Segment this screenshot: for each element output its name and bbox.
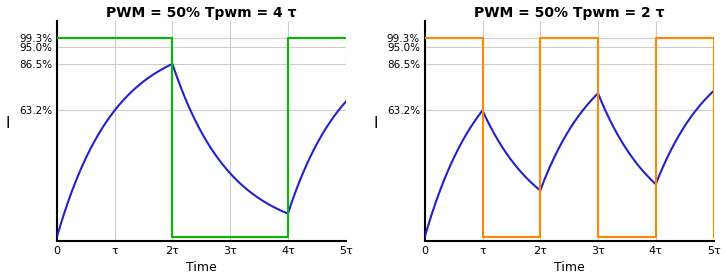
- Title: PWM = 50% Tpwm = 4 τ: PWM = 50% Tpwm = 4 τ: [106, 6, 296, 20]
- X-axis label: Time: Time: [554, 262, 584, 274]
- Y-axis label: I: I: [373, 116, 378, 131]
- Y-axis label: I: I: [6, 116, 10, 131]
- X-axis label: Time: Time: [186, 262, 216, 274]
- Title: PWM = 50% Tpwm = 2 τ: PWM = 50% Tpwm = 2 τ: [474, 6, 664, 20]
